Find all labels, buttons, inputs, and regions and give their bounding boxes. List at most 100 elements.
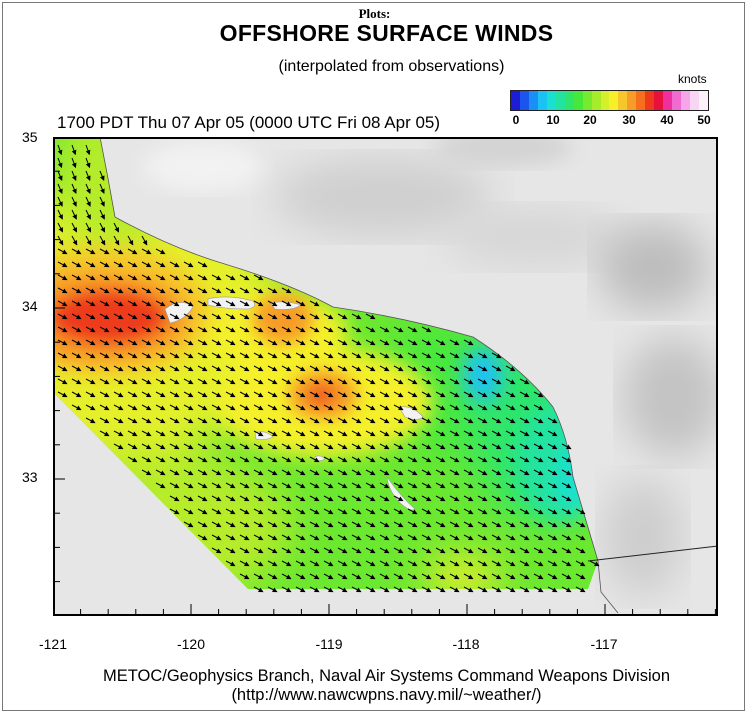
wind-speed-color-scale [510,90,709,111]
wind-arrow [337,482,348,489]
wind-arrow [141,469,152,476]
wind-arrow [547,417,558,424]
wind-arrow [491,443,502,450]
wind-arrow [393,482,404,489]
wind-arrow [197,521,208,528]
wind-arrow [253,404,264,411]
wind-arrow [197,352,208,359]
wind-arrow [477,508,488,515]
wind-arrow [281,443,292,450]
wind-arrow [197,326,208,333]
wind-arrow [183,287,194,294]
wind-arrow [435,456,446,463]
wind-arrow [421,430,432,437]
wind-arrow [505,495,516,502]
wind-arrow [183,456,194,463]
wind-arrow [127,430,138,437]
wind-arrow [113,443,124,450]
wind-arrow [463,443,474,450]
wind-arrow [295,404,306,411]
wind-arrow [281,313,292,320]
wind-arrow [463,404,474,411]
wind-arrow [295,456,306,463]
wind-arrow [379,326,390,333]
wind-arrow [85,417,96,424]
wind-arrow [197,534,208,541]
wind-arrow [435,547,446,554]
wind-arrow [351,560,362,567]
wind-arrow [533,456,544,463]
wind-arrow [309,378,320,385]
legend-swatch [636,91,646,110]
wind-arrow [239,482,250,489]
wind-arrow [99,274,110,281]
wind-arrow [547,560,558,567]
wind-arrow [239,469,250,476]
legend-swatch [546,91,556,110]
wind-arrow [491,365,502,372]
wind-arrow [99,183,105,194]
wind-arrow [309,456,320,463]
wind-arrow [197,391,208,398]
wind-arrow [407,365,418,372]
wind-arrow [337,365,348,372]
wind-arrow [267,560,278,567]
latitude-label: 35 [22,129,38,145]
wind-arrow [309,482,320,489]
wind-arrow [183,352,194,359]
wind-arrow [267,443,278,450]
legend-swatch [654,91,664,110]
wind-arrow [225,417,236,424]
wind-arrow [155,456,166,463]
wind-arrow [505,469,516,476]
wind-arrow [449,430,460,437]
wind-arrow [519,586,530,593]
wind-arrow [99,417,110,424]
wind-arrow [127,235,134,246]
wind-arrow [85,235,92,246]
wind-arrow [183,482,194,489]
wind-arrow [85,339,96,346]
wind-arrow [505,534,516,541]
wind-arrow [71,222,78,233]
wind-arrow [379,534,390,541]
wind-arrow [281,378,292,385]
wind-arrow [295,391,306,398]
wind-arrow [407,404,418,411]
wind-arrow [449,560,460,567]
wind-arrow [57,352,68,359]
wind-arrow [393,586,404,593]
wind-arrow [211,300,222,307]
wind-arrow [477,352,488,359]
wind-arrow [365,456,376,463]
wind-arrow [239,417,250,424]
wind-arrow [225,365,236,372]
wind-arrow [85,404,96,411]
wind-arrow [365,391,376,398]
wind-arrow [337,534,348,541]
wind-arrow [99,339,110,346]
wind-arrow [99,365,110,372]
wind-arrow [225,326,236,333]
wind-arrow [337,417,348,424]
wind-arrow [435,443,446,450]
wind-arrow [113,287,124,294]
wind-arrow [323,391,334,398]
wind-arrow [379,352,390,359]
wind-arrow [57,170,63,181]
wind-arrow [197,430,208,437]
wind-arrow [351,430,362,437]
wind-arrow [267,287,278,294]
wind-arrow [505,417,516,424]
wind-arrow [295,313,306,320]
wind-arrow [239,573,250,580]
wind-arrow [351,456,362,463]
wind-arrow [127,326,138,333]
wind-arrow [225,404,236,411]
wind-arrow [575,534,586,541]
wind-arrow [239,339,250,346]
wind-arrow [253,482,264,489]
wind-arrow [71,209,77,220]
wind-arrow [463,365,474,372]
